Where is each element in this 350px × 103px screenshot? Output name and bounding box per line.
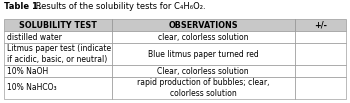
Text: Litmus paper test (indicate
if acidic, basic, or neutral): Litmus paper test (indicate if acidic, b… xyxy=(7,44,111,64)
Text: SOLUBILITY TEST: SOLUBILITY TEST xyxy=(19,20,97,30)
Text: +/-: +/- xyxy=(314,20,327,30)
Bar xyxy=(4,65,112,77)
Bar xyxy=(295,43,346,65)
Bar xyxy=(4,32,112,43)
Bar xyxy=(112,65,295,77)
Bar xyxy=(4,77,112,99)
Bar xyxy=(112,19,295,32)
Bar xyxy=(295,32,346,43)
Text: distilled water: distilled water xyxy=(7,33,62,42)
Text: Results of the solubility tests for C₄H₆O₂.: Results of the solubility tests for C₄H₆… xyxy=(33,2,205,11)
Bar xyxy=(112,32,295,43)
Text: Table 1.: Table 1. xyxy=(4,2,41,11)
Text: Blue litmus paper turned red: Blue litmus paper turned red xyxy=(148,50,259,59)
Bar xyxy=(112,43,295,65)
Text: OBSERVATIONS: OBSERVATIONS xyxy=(168,20,238,30)
Text: 10% NaHCO₃: 10% NaHCO₃ xyxy=(7,83,57,92)
Text: Clear, colorless solution: Clear, colorless solution xyxy=(158,67,249,75)
Text: clear, colorless solution: clear, colorless solution xyxy=(158,33,248,42)
Bar xyxy=(4,43,112,65)
Bar xyxy=(112,77,295,99)
Text: rapid production of bubbles; clear,
colorless solution: rapid production of bubbles; clear, colo… xyxy=(137,78,270,98)
Bar xyxy=(295,19,346,32)
Bar xyxy=(295,77,346,99)
Text: 10% NaOH: 10% NaOH xyxy=(7,67,48,75)
Bar xyxy=(4,19,112,32)
Bar xyxy=(295,65,346,77)
